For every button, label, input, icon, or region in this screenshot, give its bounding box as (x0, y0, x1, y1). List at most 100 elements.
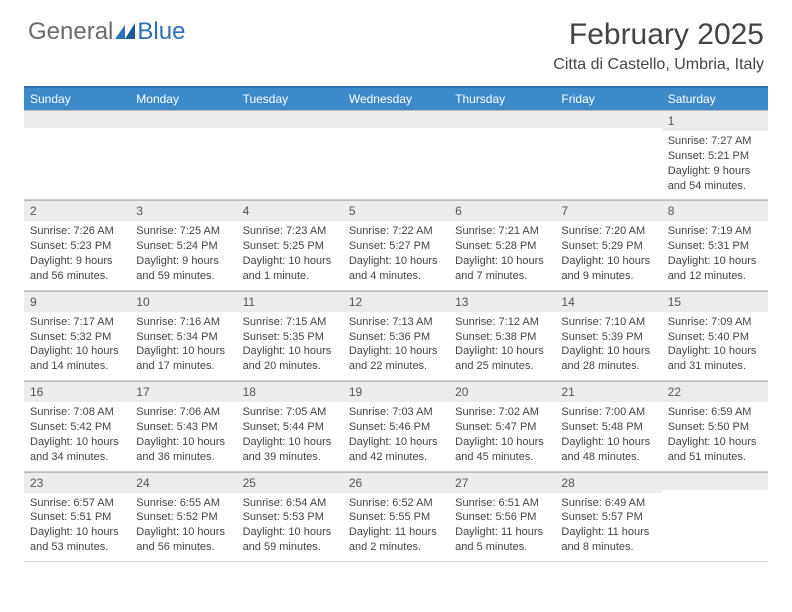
sunrise-value: 6:55 AM (180, 497, 220, 509)
sunset-value: 5:25 PM (283, 240, 324, 252)
sunrise-value: 7:22 AM (392, 225, 432, 237)
sunset-label: Sunset: (243, 511, 283, 523)
sunrise-label: Sunrise: (30, 225, 73, 237)
sunrise-label: Sunrise: (561, 225, 604, 237)
sunset-label: Sunset: (30, 331, 70, 343)
day-header-monday: Monday (130, 88, 236, 110)
daylight-label: Daylight: (455, 436, 501, 448)
day-cell (662, 471, 768, 561)
daylight-label: Daylight: (561, 345, 607, 357)
sunset-value: 5:46 PM (389, 421, 430, 433)
day-cell: 8Sunrise: 7:19 AMSunset: 5:31 PMDaylight… (662, 200, 768, 290)
day-header-friday: Friday (555, 88, 661, 110)
sunset-label: Sunset: (561, 511, 601, 523)
day-cell: 11Sunrise: 7:15 AMSunset: 5:35 PMDayligh… (237, 290, 343, 380)
header: General Blue February 2025 Citta di Cast… (0, 0, 792, 82)
day-content: Sunrise: 7:10 AMSunset: 5:39 PMDaylight:… (555, 312, 661, 380)
day-number-empty (662, 472, 768, 490)
day-content: Sunrise: 7:02 AM Sunset: 5:47 PM Daylight:… (449, 402, 555, 470)
day-number: 23 (24, 472, 130, 493)
day-header-wednesday: Wednesday (343, 88, 449, 110)
day-content-empty (662, 490, 768, 530)
day-cell: 19Sunrise: 7:03 AMSunset: 5:46 PMDayligh… (343, 381, 449, 471)
day-content: Sunrise: 7:27 AMSunset: 5:21 PMDaylight:… (662, 131, 768, 199)
sunrise-value: 7:02 AM (499, 406, 539, 418)
day-number: 25 (237, 472, 343, 493)
daylight-label: Daylight: (455, 526, 501, 538)
sunset-label: Sunset: (349, 421, 389, 433)
daylight-label: Daylight: (243, 436, 289, 448)
sunrise-label: Sunrise: (30, 316, 73, 328)
day-content: Sunrise: 7:03 AMSunset: 5:46 PMDaylight:… (343, 402, 449, 470)
day-content: Sunrise: 7:05 AMSunset: 5:44 PMDaylight:… (237, 402, 343, 470)
day-number: 15 (662, 291, 768, 312)
day-number-empty (449, 110, 555, 128)
day-cell (24, 110, 130, 200)
daylight-label: Daylight: (349, 526, 395, 538)
sunset-value: 5:56 PM (495, 511, 536, 523)
sunset-label: Sunset: (349, 331, 389, 343)
day-number: 8 (662, 200, 768, 221)
day-header-row: SundayMondayTuesdayWednesdayThursdayFrid… (24, 88, 768, 110)
sunset-value: 5:43 PM (177, 421, 218, 433)
sunset-label: Sunset: (455, 421, 495, 433)
day-cell: 1Sunrise: 7:27 AMSunset: 5:21 PMDaylight… (662, 110, 768, 200)
day-number: 2 (24, 200, 130, 221)
sunrise-label: Sunrise: (243, 497, 286, 509)
sunset-value: 5:32 PM (70, 331, 111, 343)
sunrise-label: Sunrise: (455, 406, 498, 418)
sunrise-label: Sunrise: (30, 497, 73, 509)
day-header-tuesday: Tuesday (237, 88, 343, 110)
day-header-saturday: Saturday (662, 88, 768, 110)
day-number: 12 (343, 291, 449, 312)
daylight-label: Daylight: (668, 436, 714, 448)
sunset-value: 5:27 PM (389, 240, 430, 252)
daylight-label: Daylight: (136, 255, 182, 267)
day-cell: 2Sunrise: 7:26 AMSunset: 5:23 PMDaylight… (24, 200, 130, 290)
daylight-label: Daylight: (455, 345, 501, 357)
sunrise-label: Sunrise: (668, 406, 711, 418)
daylight-label: Daylight: (349, 345, 395, 357)
sunrise-value: 7:17 AM (73, 316, 113, 328)
sunset-value: 5:40 PM (708, 331, 749, 343)
daylight-label: Daylight: (561, 526, 607, 538)
sunrise-label: Sunrise: (455, 225, 498, 237)
day-content: Sunrise: 7:22 AMSunset: 5:27 PMDaylight:… (343, 221, 449, 289)
week-row: 16Sunrise: 7:08 AMSunset: 5:42 PMDayligh… (24, 381, 768, 471)
sunset-value: 5:44 PM (283, 421, 324, 433)
sunrise-value: 6:57 AM (73, 497, 113, 509)
day-content: Sunrise: 6:51 AMSunset: 5:56 PMDaylight:… (449, 493, 555, 561)
day-content: Sunrise: 6:55 AMSunset: 5:52 PMDaylight:… (130, 493, 236, 561)
day-number: 5 (343, 200, 449, 221)
sunrise-label: Sunrise: (136, 316, 179, 328)
sunset-value: 5:47 PM (495, 421, 536, 433)
daylight-label: Daylight: (243, 255, 289, 267)
day-number: 14 (555, 291, 661, 312)
sunrise-value: 6:54 AM (286, 497, 326, 509)
day-cell (555, 110, 661, 200)
sunrise-value: 7:06 AM (180, 406, 220, 418)
sunrise-label: Sunrise: (455, 316, 498, 328)
logo: General Blue (28, 18, 185, 46)
sunrise-value: 7:20 AM (605, 225, 645, 237)
sunrise-value: 7:00 AM (605, 406, 645, 418)
day-cell: 6Sunrise: 7:21 AMSunset: 5:28 PMDaylight… (449, 200, 555, 290)
day-cell: 17Sunrise: 7:06 AMSunset: 5:43 PMDayligh… (130, 381, 236, 471)
day-content: Sunrise: 6:59 AMSunset: 5:50 PMDaylight:… (662, 402, 768, 470)
sunset-label: Sunset: (136, 240, 176, 252)
sunset-value: 5:35 PM (283, 331, 324, 343)
day-number: 18 (237, 381, 343, 402)
sunrise-label: Sunrise: (561, 406, 604, 418)
sunset-value: 5:42 PM (70, 421, 111, 433)
sunset-label: Sunset: (668, 240, 708, 252)
sunset-value: 5:53 PM (283, 511, 324, 523)
sunrise-value: 7:08 AM (73, 406, 113, 418)
daylight-label: Daylight: (136, 436, 182, 448)
sunset-value: 5:21 PM (708, 150, 749, 162)
week-row: 1Sunrise: 7:27 AMSunset: 5:21 PMDaylight… (24, 110, 768, 200)
day-cell: 23Sunrise: 6:57 AMSunset: 5:51 PMDayligh… (24, 471, 130, 561)
day-content: Sunrise: 7:19 AMSunset: 5:31 PMDaylight:… (662, 221, 768, 289)
sunset-label: Sunset: (136, 511, 176, 523)
day-number: 7 (555, 200, 661, 221)
day-cell: 4Sunrise: 7:23 AMSunset: 5:25 PMDaylight… (237, 200, 343, 290)
